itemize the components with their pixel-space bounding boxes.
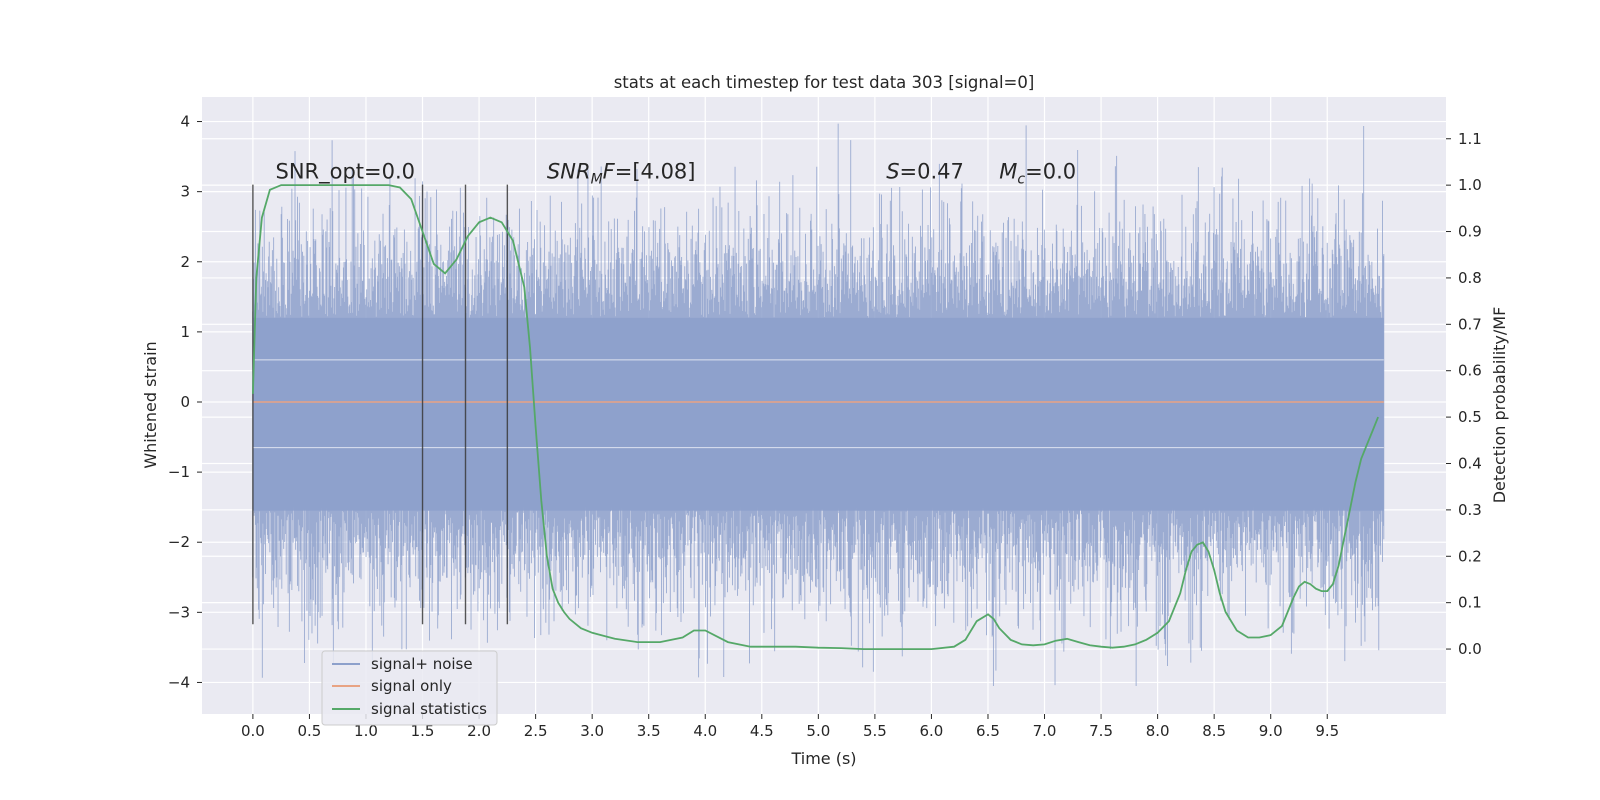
y2-tick-label: 0.5 [1458, 408, 1482, 426]
y2-tick-label: 0.7 [1458, 315, 1482, 333]
y-tick-label: 0 [180, 393, 190, 411]
x-tick-label: 0.0 [241, 722, 265, 740]
y2-axis-ticks: 1.1 1.0 0.9 0.8 0.7 0.6 0.5 0.4 0.3 0.2 0.1 0.0 [1446, 130, 1482, 658]
x-axis-label: Time (s) [790, 749, 856, 768]
x-tick-label: 7.5 [1089, 722, 1113, 740]
x-tick-label: 5.5 [863, 722, 887, 740]
legend-label-signal-statistics: signal statistics [371, 700, 487, 718]
x-tick-label: 1.0 [354, 722, 378, 740]
x-tick-label: 7.0 [1033, 722, 1057, 740]
series-signal-plus-noise [252, 123, 1385, 686]
y-tick-label: 2 [180, 253, 190, 271]
y-tick-label: −1 [168, 463, 190, 481]
x-tick-label: 3.5 [637, 722, 661, 740]
x-tick-label: 2.5 [524, 722, 548, 740]
y-tick-label: −3 [168, 603, 190, 621]
x-tick-label: 5.0 [806, 722, 830, 740]
x-tick-label: 9.5 [1315, 722, 1339, 740]
legend-box [321, 650, 498, 726]
annotation-snr-mf: SNRMF=[4.08] [547, 160, 696, 188]
annotation-mc-value: Mc=0.0 [999, 160, 1076, 188]
y2-tick-label: 0.9 [1458, 223, 1482, 241]
y2-axis-label: Detection probability/MF [1490, 307, 1509, 504]
vertical-markers [252, 184, 509, 625]
legend-label-signal-only: signal only [371, 677, 452, 695]
y2-tick-label: 0.3 [1458, 501, 1482, 519]
chart-title: stats at each timestep for test data 303… [614, 73, 1035, 92]
x-tick-label: 4.0 [693, 722, 717, 740]
series-signal-statistics [252, 184, 1379, 650]
y2-tick-label: 1.1 [1458, 130, 1482, 148]
y-tick-label: 1 [180, 323, 190, 341]
x-tick-label: 1.5 [411, 722, 435, 740]
x-tick-label: 2.0 [467, 722, 491, 740]
y-axis-ticks: 4 3 2 1 0 −1 −2 −3 −4 [168, 113, 202, 691]
y2-tick-label: 0.0 [1458, 640, 1482, 658]
y-tick-label: −2 [168, 533, 190, 551]
x-tick-label: 6.0 [920, 722, 944, 740]
x-tick-label: 3.0 [580, 722, 604, 740]
y2-tick-label: 1.0 [1458, 176, 1482, 194]
x-tick-label: 6.5 [976, 722, 1000, 740]
noise-core-band [252, 317, 1384, 511]
x-tick-label: 4.5 [750, 722, 774, 740]
x-axis-ticks: 0.0 0.5 1.0 1.5 2.0 2.5 3.0 3.5 4.0 4.5 5.0 5.5 6.0 6… [241, 714, 1339, 740]
x-tick-label: 8.5 [1202, 722, 1226, 740]
y-tick-label: 4 [180, 113, 190, 131]
annotation-s-value: S=0.47 [886, 160, 964, 184]
annotation-snr-opt: SNR_opt=0.0 [276, 160, 416, 185]
y2-tick-label: 0.1 [1458, 594, 1482, 612]
y-tick-label: −4 [168, 673, 190, 691]
y2-tick-label: 0.2 [1458, 547, 1482, 565]
y-axis-label: Whitened strain [141, 341, 160, 468]
x-tick-label: 8.0 [1146, 722, 1170, 740]
x-tick-label: 9.0 [1259, 722, 1283, 740]
y-tick-label: 3 [180, 183, 190, 201]
y2-tick-label: 0.4 [1458, 454, 1482, 472]
legend: signal+ noise signal only signal statist… [321, 650, 498, 726]
x-tick-label: 0.5 [298, 722, 322, 740]
legend-label-signal-plus-noise: signal+ noise [371, 655, 473, 673]
y2-tick-label: 0.6 [1458, 362, 1482, 380]
y2-tick-label: 0.8 [1458, 269, 1482, 287]
